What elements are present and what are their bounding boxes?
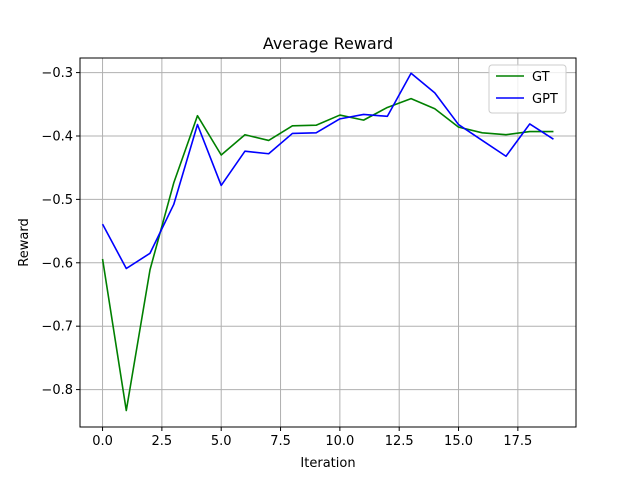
x-tick-label: 10.0	[325, 434, 354, 449]
x-tick-label: 7.5	[270, 434, 291, 449]
plot-frame	[79, 57, 577, 428]
grid	[80, 58, 576, 427]
legend: GT GPT	[488, 64, 567, 114]
x-axis-label: Iteration	[300, 456, 355, 471]
legend-label-gt: GT	[532, 70, 550, 85]
y-tick-label: −0.5	[41, 193, 73, 208]
y-tick-label: −0.8	[41, 383, 73, 398]
series-lines	[101, 72, 554, 412]
y-tick-label: −0.3	[41, 66, 73, 81]
y-tick-label: −0.4	[41, 129, 73, 144]
x-tick-label: 5.0	[211, 434, 232, 449]
legend-box	[488, 64, 567, 114]
y-axis-label: Reward	[17, 218, 32, 266]
y-tick-label: −0.6	[41, 256, 73, 271]
legend-label-gpt: GPT	[532, 92, 558, 107]
x-tick-label: 12.5	[385, 434, 414, 449]
x-tick-label: 17.5	[503, 434, 532, 449]
series-line-gpt	[101, 72, 554, 270]
x-tick-label: 2.5	[152, 434, 173, 449]
x-tick-label: 0.0	[92, 434, 113, 449]
x-tick-label: 15.0	[444, 434, 473, 449]
y-tick-label: −0.7	[41, 320, 73, 335]
chart-title: Average Reward	[263, 34, 393, 53]
axis-ticks: 0.0 2.5 5.0 7.5 10.0 12.5 15.0 17.5 −0.8 −0.7 −0.6…	[41, 66, 532, 449]
series-line-gt	[101, 97, 554, 412]
